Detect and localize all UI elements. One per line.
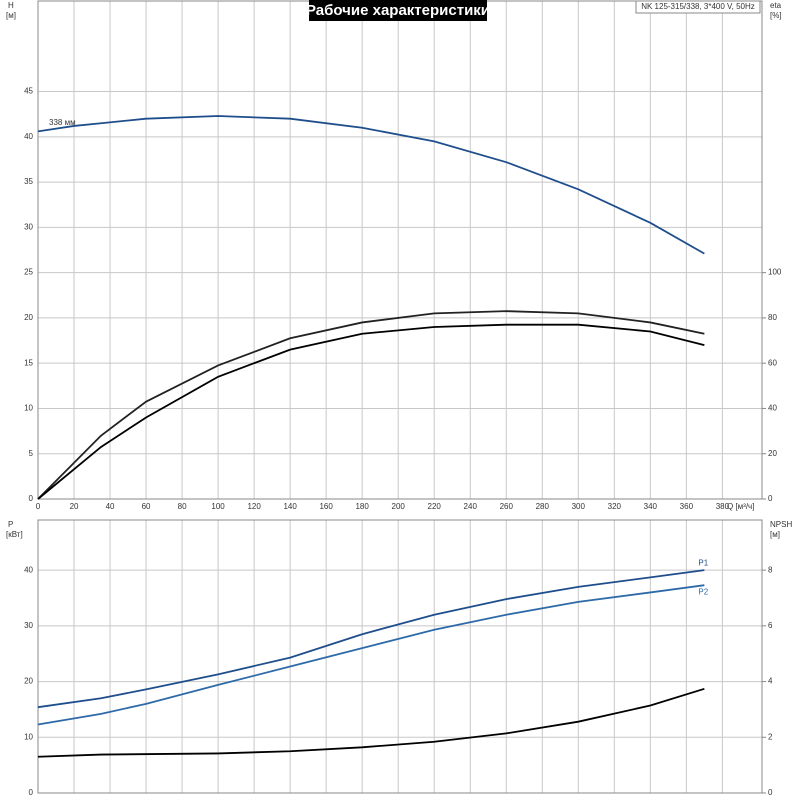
- x-tick-label: 360: [680, 502, 694, 511]
- y-tick-label: 30: [24, 621, 33, 630]
- y2-tick-label: 60: [768, 358, 777, 367]
- y2-axis-unit: [м]: [770, 530, 780, 539]
- x-tick-label: 120: [247, 502, 261, 511]
- x-tick-label: 280: [536, 502, 550, 511]
- y2-axis-unit: [%]: [770, 11, 782, 20]
- x-tick-label: 0: [36, 502, 41, 511]
- y-tick-label: 5: [29, 449, 34, 458]
- plot-frame: [37, 519, 763, 794]
- curve-label: P2: [698, 587, 708, 596]
- y2-tick-label: 100: [768, 268, 782, 277]
- y2-tick-label: 0: [768, 788, 773, 797]
- y-tick-label: 25: [24, 268, 33, 277]
- x-tick-label: 100: [211, 502, 225, 511]
- y-tick-label: 10: [24, 404, 33, 413]
- y2-axis-label: NPSH: [770, 520, 792, 529]
- y-tick-label: 30: [24, 222, 33, 231]
- series-line: [37, 569, 705, 709]
- y-tick-label: 20: [24, 313, 33, 322]
- series-line: [37, 115, 705, 255]
- y-tick-label: 10: [24, 732, 33, 741]
- curve-label: 338 мм: [49, 118, 76, 127]
- x-tick-label: 80: [178, 502, 187, 511]
- y-tick-label: 15: [24, 358, 33, 367]
- y2-tick-label: 20: [768, 449, 777, 458]
- y2-tick-label: 4: [768, 677, 773, 686]
- y2-tick-label: 0: [768, 494, 773, 503]
- y2-tick-label: 2: [768, 732, 773, 741]
- x-axis-label: Q [м³/ч]: [727, 502, 754, 511]
- x-tick-label: 220: [428, 502, 442, 511]
- y-axis-unit: [м]: [6, 11, 16, 20]
- y-tick-label: 45: [24, 87, 33, 96]
- x-tick-label: 380: [716, 502, 730, 511]
- info-box: [635, 0, 761, 14]
- x-tick-label: 320: [608, 502, 622, 511]
- y-tick-label: 35: [24, 177, 33, 186]
- x-tick-label: 20: [70, 502, 79, 511]
- series-line: [37, 687, 705, 758]
- x-tick-label: 340: [644, 502, 658, 511]
- title-box: [309, 0, 487, 21]
- x-tick-label: 180: [355, 502, 369, 511]
- y2-axis-label: eta: [770, 1, 782, 10]
- x-tick-label: 240: [464, 502, 478, 511]
- x-tick-label: 300: [572, 502, 586, 511]
- chart-title: Рабочие характеристики: [306, 2, 490, 19]
- y2-tick-label: 80: [768, 313, 777, 322]
- y-tick-label: 20: [24, 677, 33, 686]
- x-tick-label: 160: [319, 502, 333, 511]
- series-line: [37, 584, 705, 726]
- y2-tick-label: 6: [768, 621, 773, 630]
- x-tick-label: 260: [500, 502, 514, 511]
- x-tick-label: 140: [283, 502, 297, 511]
- y2-tick-label: 40: [768, 404, 777, 413]
- y-tick-label: 0: [29, 788, 34, 797]
- x-tick-label: 200: [392, 502, 406, 511]
- y-axis-label: P: [8, 520, 13, 529]
- y-axis-unit: [кВт]: [6, 530, 23, 539]
- x-tick-label: 60: [142, 502, 151, 511]
- y-tick-label: 0: [29, 494, 34, 503]
- y-axis-label: H: [8, 1, 14, 10]
- info-text: NK 125-315/338, 3*400 V, 50Hz: [641, 2, 755, 11]
- y-tick-label: 40: [24, 132, 33, 141]
- y2-tick-label: 8: [768, 565, 773, 574]
- series-line: [37, 310, 705, 500]
- y-tick-label: 40: [24, 565, 33, 574]
- x-tick-label: 40: [106, 502, 115, 511]
- curve-label: P1: [698, 558, 708, 567]
- series-line: [37, 323, 705, 500]
